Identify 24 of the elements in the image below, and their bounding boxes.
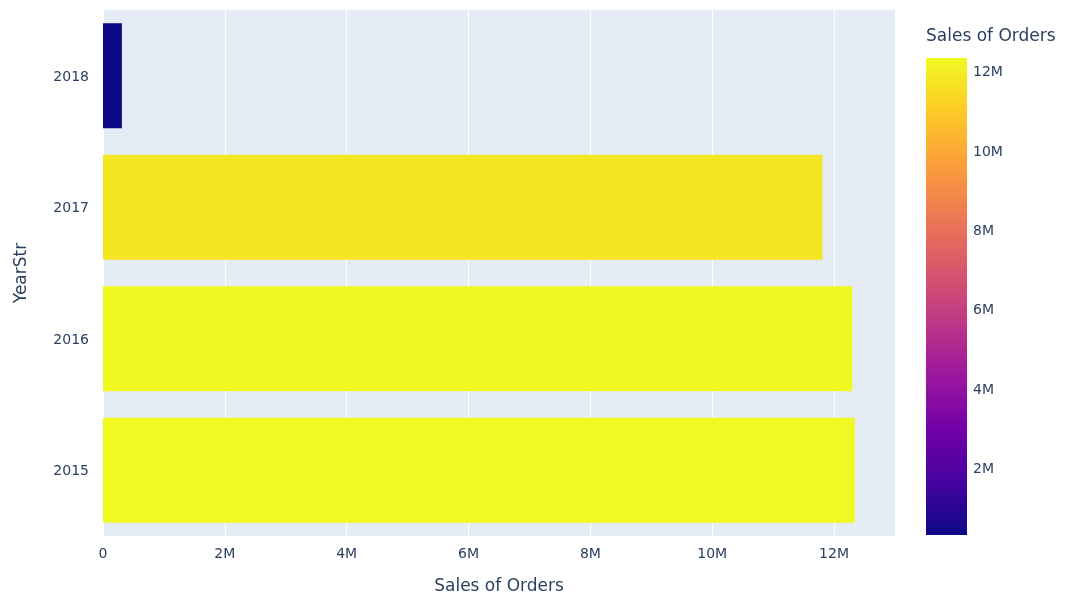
x-tick-label: 0 bbox=[98, 545, 108, 561]
x-tick-label: 8M bbox=[579, 545, 601, 561]
x-tick-label: 10M bbox=[697, 545, 728, 561]
y-tick-label: 2016 bbox=[53, 330, 90, 347]
color-bar-label: 8M bbox=[973, 222, 994, 239]
x-tick-label: 2M bbox=[214, 545, 236, 561]
color-bar-title: Sales of Orders bbox=[926, 24, 1056, 45]
y-axis-title: YearStr bbox=[9, 242, 30, 305]
color-bar-label: 2M bbox=[973, 459, 994, 476]
y-tick-label: 2017 bbox=[53, 199, 89, 216]
y-tick-label: 2018 bbox=[53, 67, 89, 84]
bar bbox=[103, 286, 853, 392]
x-tick-label: 12M bbox=[819, 545, 850, 561]
color-bar-label: 6M bbox=[973, 301, 994, 318]
y-tick-label: 2015 bbox=[53, 462, 89, 479]
bar bbox=[103, 154, 823, 260]
color-bar-label: 4M bbox=[973, 380, 994, 397]
x-tick-label: 4M bbox=[336, 545, 358, 561]
bar bbox=[103, 417, 855, 523]
color-bar-label: 10M bbox=[973, 142, 1003, 159]
x-axis-title: Sales of Orders bbox=[434, 574, 564, 595]
x-tick-label: 6M bbox=[458, 545, 480, 561]
bar bbox=[103, 23, 122, 129]
color-bar-label: 12M bbox=[973, 63, 1003, 80]
